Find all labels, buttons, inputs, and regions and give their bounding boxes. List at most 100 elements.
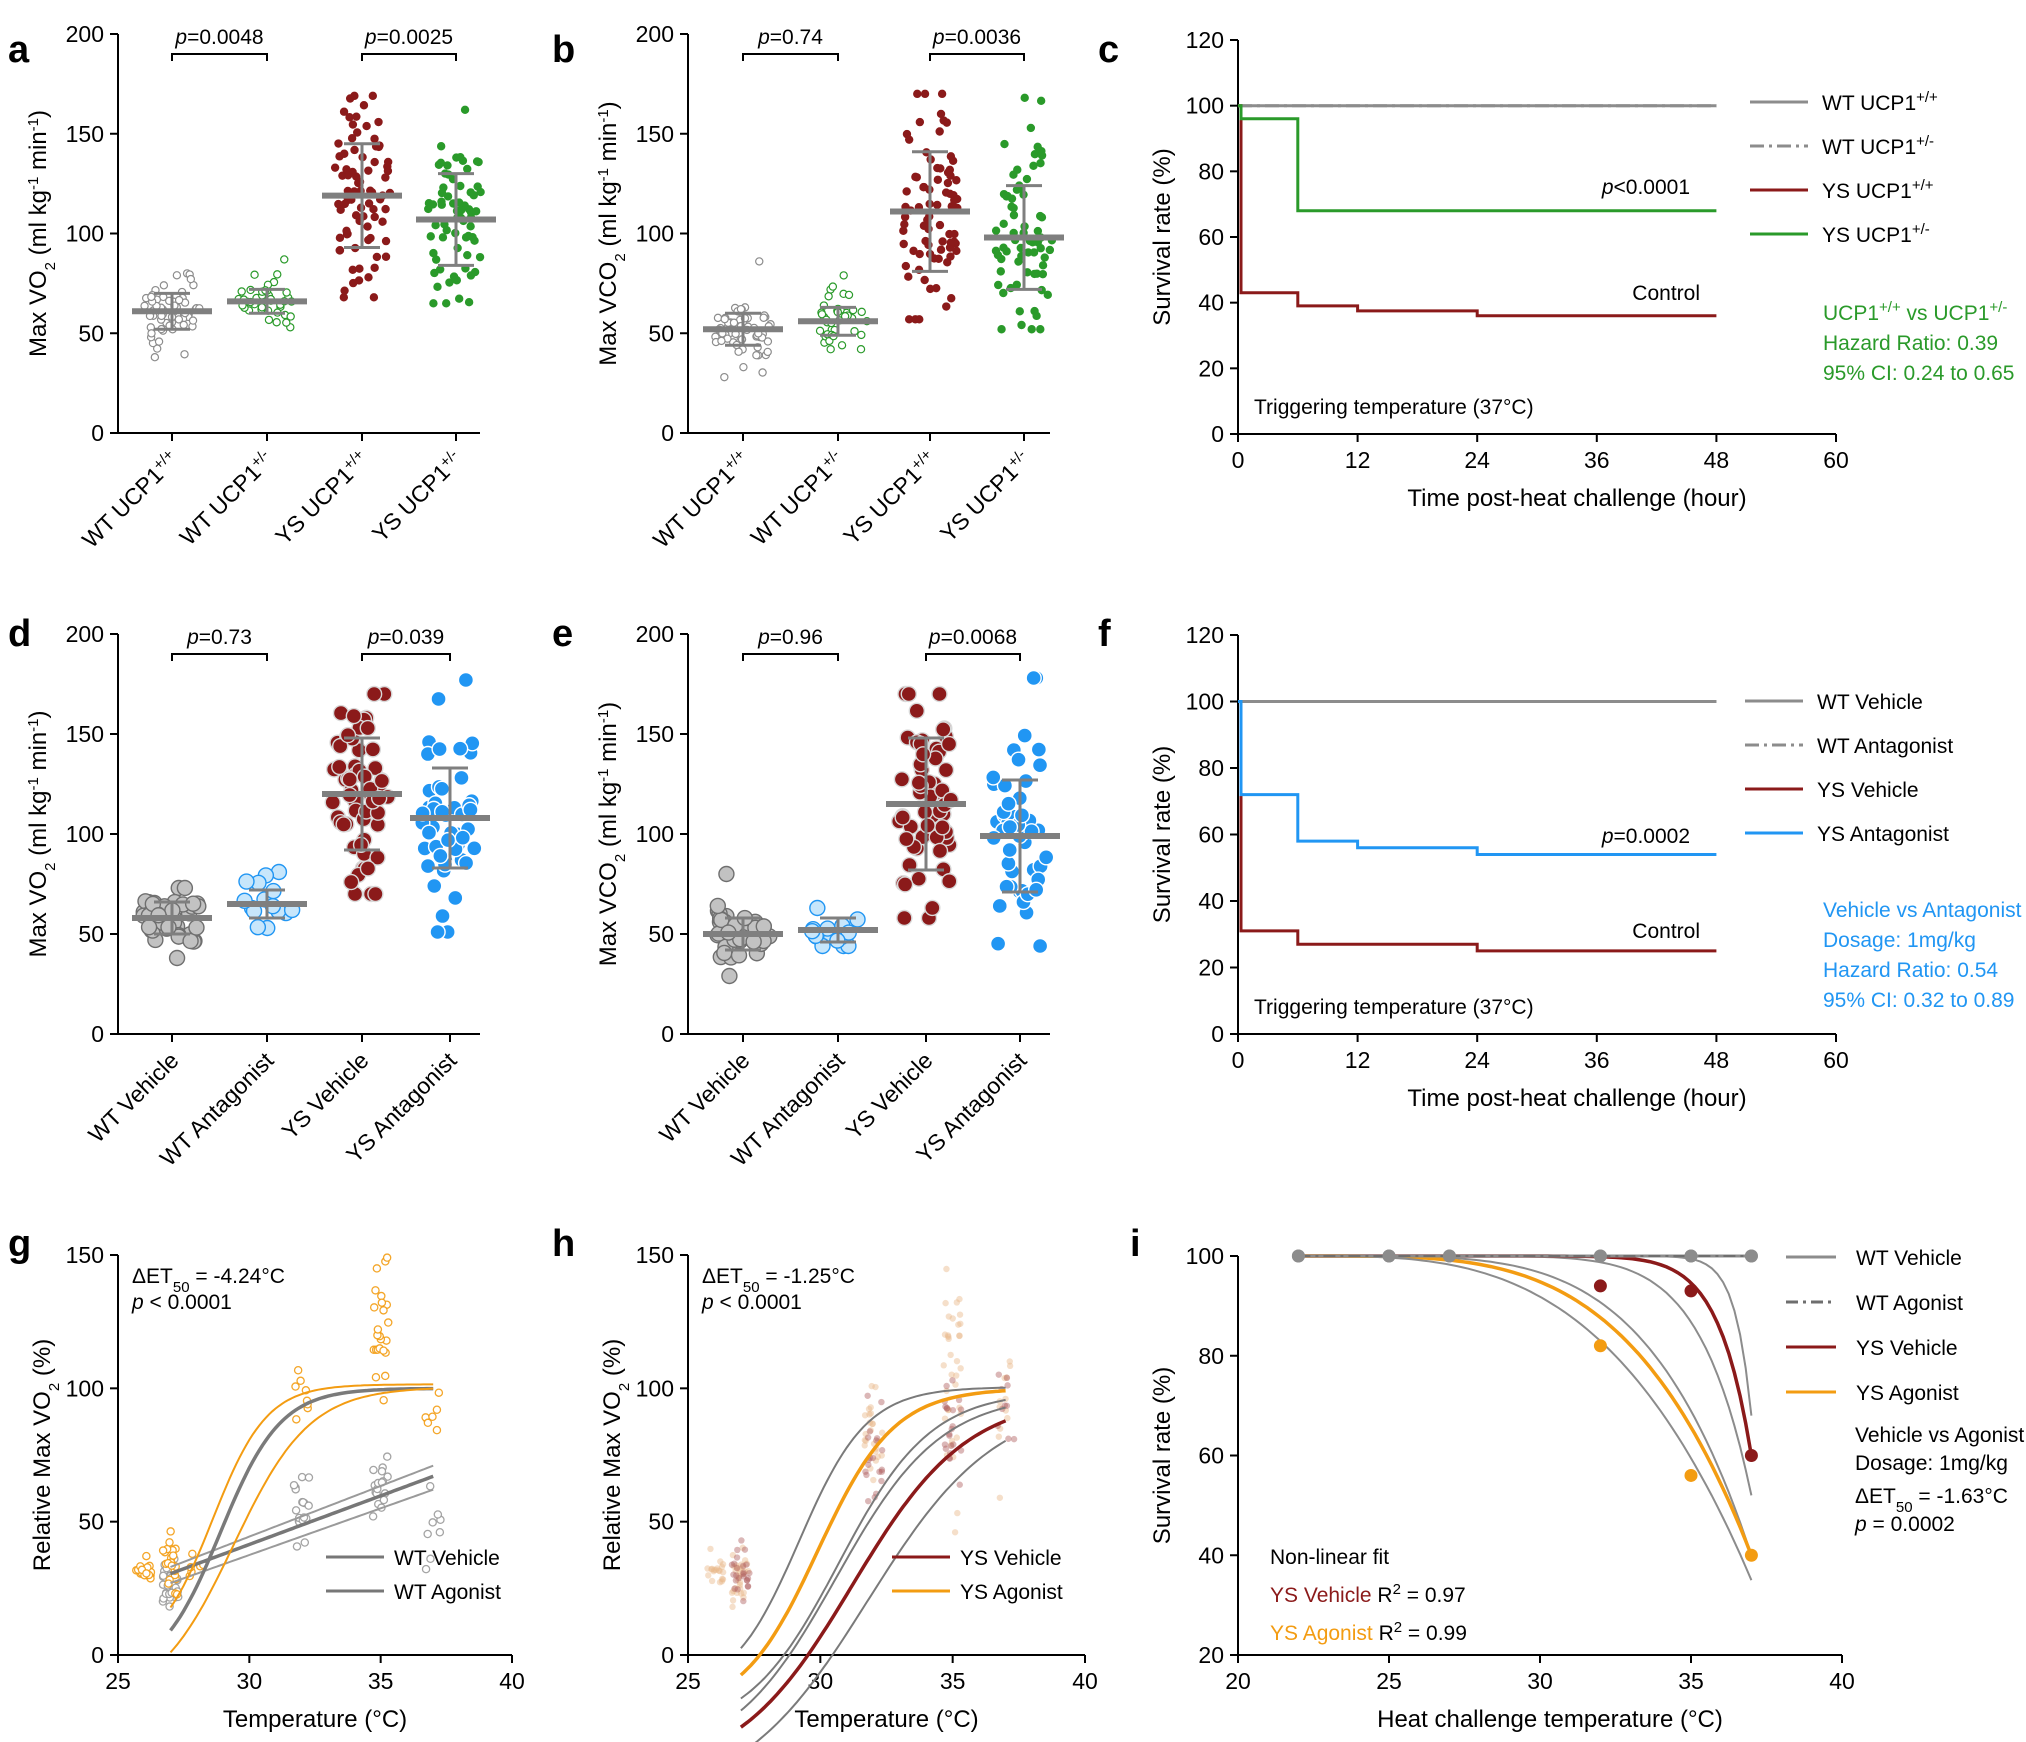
b-data-point xyxy=(946,152,956,161)
h-data-point xyxy=(733,1564,741,1572)
g-data-point xyxy=(165,1538,174,1547)
b-data-point xyxy=(915,117,925,127)
a-data-point xyxy=(438,233,448,242)
i-x-tick-label: 35 xyxy=(1678,1668,1704,1694)
a-data-point xyxy=(147,292,156,302)
a-data-point xyxy=(369,204,378,214)
b-data-point xyxy=(826,345,835,354)
b-data-point xyxy=(755,257,764,266)
a-data-point xyxy=(443,192,453,201)
e-y-tick-label: 0 xyxy=(661,1021,674,1047)
h-data-point xyxy=(740,1597,747,1605)
a-data-point xyxy=(454,294,464,303)
b-data-point xyxy=(935,220,945,230)
b-data-point xyxy=(1022,174,1032,184)
a-data-point xyxy=(273,270,282,279)
a-data-point xyxy=(431,255,441,264)
a-data-point xyxy=(348,278,358,288)
g-fit-curve xyxy=(169,1387,434,1654)
d-data-point xyxy=(364,741,382,758)
e-data-point xyxy=(1025,669,1042,687)
h-data-point xyxy=(714,1565,721,1572)
c-legend-label: YS UCP1+/- xyxy=(1822,221,1930,248)
i-y-tick-label: 100 xyxy=(1186,1243,1224,1269)
e-data-point xyxy=(716,944,733,962)
a-data-point xyxy=(469,191,478,200)
h-data-point xyxy=(744,1575,752,1582)
a-data-point xyxy=(443,161,452,170)
f-stats-text: 95% CI: 0.32 to 0.89 xyxy=(1823,989,2014,1012)
i-y-tick-label: 20 xyxy=(1198,1642,1224,1668)
f-p-value: p=0.0002 xyxy=(1601,825,1690,848)
g-data-point xyxy=(296,1376,305,1386)
h-data-point xyxy=(712,1566,720,1574)
h-data-point xyxy=(866,1419,874,1426)
h-y-tick-label: 50 xyxy=(648,1509,674,1535)
d-comparison-bracket xyxy=(171,653,268,661)
f-legend-label: YS Vehicle xyxy=(1817,779,1919,802)
h-data-point xyxy=(719,1576,727,1583)
panel-label-e: e xyxy=(552,613,573,655)
b-data-point xyxy=(915,249,924,259)
a-data-point xyxy=(364,166,373,175)
b-data-point xyxy=(1017,320,1026,330)
a-data-point xyxy=(436,142,446,151)
f-legend-label: WT Antagonist xyxy=(1817,735,1953,758)
h-data-point xyxy=(707,1545,714,1553)
h-data-point xyxy=(869,1420,876,1427)
a-data-point xyxy=(456,181,465,191)
a-data-point xyxy=(280,255,289,264)
h-legend-label: YS Vehicle xyxy=(960,1547,1062,1570)
h-data-point xyxy=(1006,1362,1014,1370)
f-stats-text: Dosage: 1mg/kg xyxy=(1823,929,1976,952)
g-legend-label: WT Vehicle xyxy=(394,1547,500,1570)
a-data-point xyxy=(339,107,349,116)
h-data-point xyxy=(861,1412,869,1419)
h-data-point xyxy=(1004,1414,1011,1422)
a-data-point xyxy=(159,281,169,290)
g-data-point xyxy=(142,1551,151,1561)
b-comparison-bracket xyxy=(742,53,839,61)
a-comparison-bracket xyxy=(361,53,457,61)
a-category-label: WT UCP1+/- xyxy=(174,446,278,550)
h-data-point xyxy=(735,1573,742,1580)
a-data-point xyxy=(364,273,373,282)
h-data-point xyxy=(940,1362,947,1369)
h-data-point xyxy=(718,1575,726,1583)
b-data-point xyxy=(758,368,767,377)
h-data-point xyxy=(864,1434,872,1441)
g-data-point xyxy=(293,1365,303,1375)
panel-label-c: c xyxy=(1098,29,1119,71)
c-x-tick-label: 0 xyxy=(1232,447,1245,473)
g-fit-curve xyxy=(169,1383,434,1609)
a-data-point xyxy=(370,212,379,222)
g-data-point xyxy=(423,1418,433,1428)
a-data-point xyxy=(339,293,349,302)
g-data-point xyxy=(428,1412,437,1422)
b-data-point xyxy=(1045,245,1055,255)
h-data-point xyxy=(878,1468,886,1475)
g-data-point xyxy=(300,1538,310,1547)
a-data-point xyxy=(445,278,454,287)
e-comparison-bracket xyxy=(925,653,1021,661)
h-x-title: Temperature (°C) xyxy=(794,1706,978,1733)
g-x-tick-label: 35 xyxy=(368,1668,394,1694)
g-data-point xyxy=(289,1480,299,1490)
b-data-point xyxy=(1009,170,1018,179)
a-data-point xyxy=(449,272,459,281)
h-fit-curve xyxy=(740,1406,1006,1712)
b-data-point xyxy=(1035,211,1045,221)
a-data-point xyxy=(370,134,379,143)
a-y-tick-label: 100 xyxy=(66,221,104,247)
panel-label-f: f xyxy=(1098,613,1111,655)
h-data-point xyxy=(728,1561,736,1568)
f-x-tick-label: 60 xyxy=(1823,1047,1849,1073)
g-legend-label: WT Agonist xyxy=(394,1581,501,1604)
h-data-point xyxy=(874,1453,882,1461)
b-data-point xyxy=(933,175,943,184)
h-data-point xyxy=(947,1442,955,1450)
e-data-point xyxy=(896,909,913,927)
g-data-point xyxy=(379,1495,389,1505)
h-data-point xyxy=(1005,1435,1012,1442)
